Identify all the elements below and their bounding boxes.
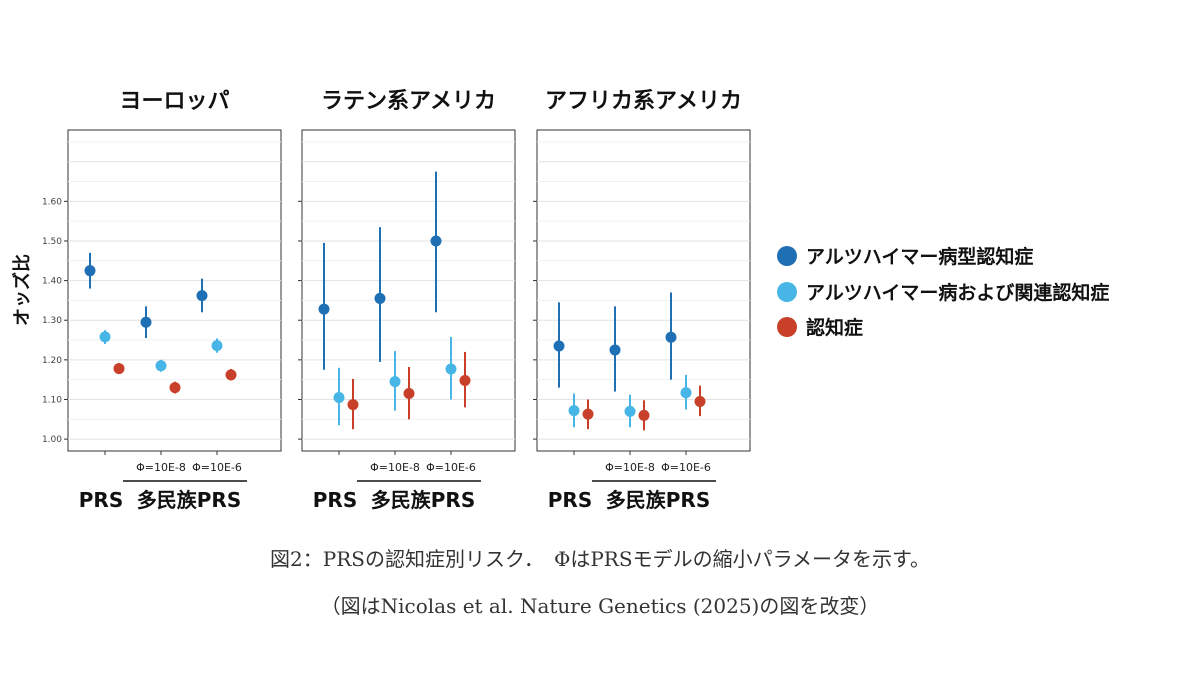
chart-area: オッズ比 ヨーロッパ 1.00 1.10 1.20 1.30 1.40 1.50 1.60 Φ=1…: [11, 89, 1109, 512]
data-point: [445, 363, 457, 375]
data-point: [553, 340, 565, 352]
panel-title: ヨーロッパ: [119, 89, 229, 114]
y-tick-label: 1.10: [42, 395, 62, 405]
data-point: [694, 395, 706, 407]
data-point: [624, 405, 636, 417]
phi-label: Φ=10E-8: [370, 461, 420, 474]
data-point: [568, 405, 580, 417]
legend-label: 認知症: [806, 316, 863, 339]
y-axis-label: オッズ比: [11, 254, 33, 326]
data-point: [196, 290, 208, 302]
y-tick-label: 1.50: [42, 237, 62, 247]
x-group-label-multi-prs: 多民族PRS: [137, 488, 241, 512]
data-point: [169, 382, 181, 394]
y-tick-label: 1.40: [42, 277, 62, 287]
panel-frame: [536, 129, 751, 452]
phi-label: Φ=10E-8: [136, 461, 186, 474]
data-point: [638, 409, 650, 421]
legend-label: アルツハイマー病および関連認知症: [806, 281, 1109, 304]
data-point: [84, 265, 96, 277]
legend-marker: [777, 317, 797, 337]
y-tick-label: 1.00: [42, 435, 62, 445]
x-group-label-multi-prs: 多民族PRS: [606, 488, 710, 512]
x-group-label-prs: PRS: [548, 488, 592, 512]
phi-label: Φ=10E-6: [192, 461, 242, 474]
data-point: [113, 363, 125, 375]
panel-title: ラテン系アメリカ: [321, 89, 496, 114]
legend-marker: [777, 246, 797, 266]
figure-caption: 図2：PRSの認知症別リスク． ΦはPRSモデルの縮小パラメータを示す。: [270, 547, 930, 571]
x-group-label-prs: PRS: [79, 488, 123, 512]
data-point: [582, 408, 594, 420]
data-point: [389, 376, 401, 388]
data-point: [211, 340, 223, 352]
figure-source-note: （図はNicolas et al. Nature Genetics (2025)…: [320, 594, 880, 618]
x-group-label-multi-prs: 多民族PRS: [371, 488, 475, 512]
panel-title: アフリカ系アメリカ: [545, 89, 742, 114]
data-point: [665, 331, 677, 343]
phi-label: Φ=10E-8: [605, 461, 655, 474]
panel-frame: [67, 129, 282, 452]
data-point: [680, 387, 692, 399]
legend-marker: [777, 282, 797, 302]
y-tick-label: 1.20: [42, 356, 62, 366]
phi-label: Φ=10E-6: [426, 461, 476, 474]
data-point: [609, 344, 621, 356]
data-point: [155, 360, 167, 372]
phi-label: Φ=10E-6: [661, 461, 711, 474]
y-tick-label: 1.60: [42, 197, 62, 207]
data-point: [318, 303, 330, 315]
data-point: [99, 331, 111, 343]
data-point: [459, 374, 471, 386]
data-point: [403, 388, 415, 400]
data-point: [430, 235, 442, 247]
legend-label: アルツハイマー病型認知症: [806, 245, 1033, 268]
data-point: [333, 392, 345, 403]
data-point: [225, 369, 237, 381]
x-group-label-prs: PRS: [313, 488, 357, 512]
data-point: [347, 399, 359, 411]
data-point: [140, 316, 152, 328]
data-point: [374, 292, 386, 304]
y-tick-label: 1.30: [42, 316, 62, 326]
